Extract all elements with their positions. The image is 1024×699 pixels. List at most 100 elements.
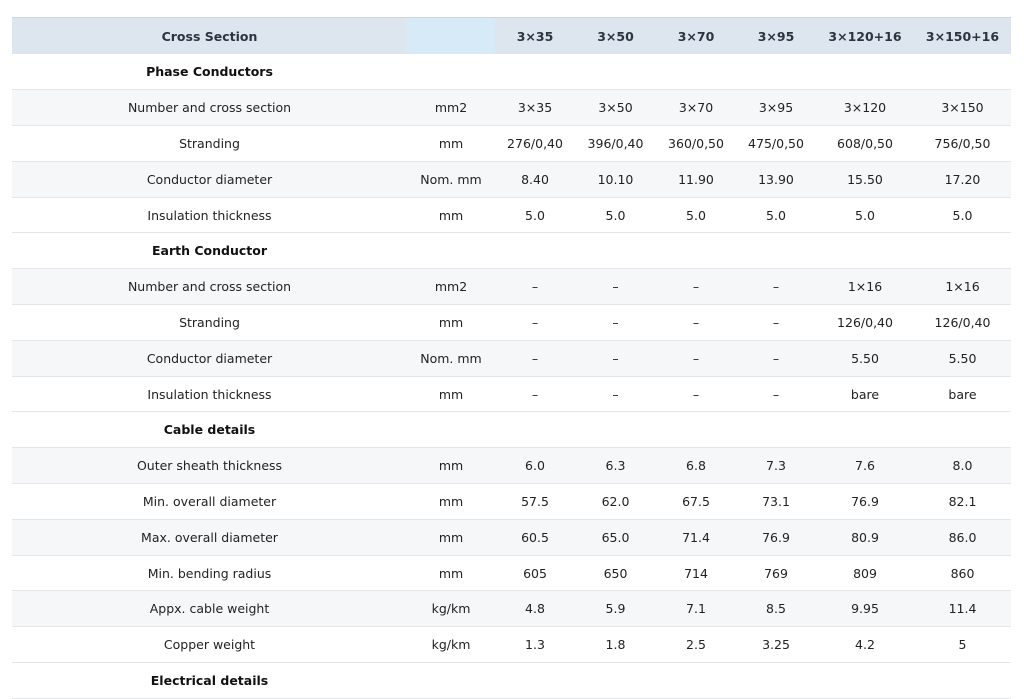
empty-cell <box>656 233 736 269</box>
table-row: Conductor diameter Nom. mm 8.40 10.10 11.90 1… <box>12 161 1011 198</box>
empty-cell <box>816 663 914 699</box>
value-cell: 6.0 <box>525 458 545 474</box>
row-label: Min. overall diameter <box>142 493 277 509</box>
row-unit: mm <box>438 493 464 509</box>
empty-cell <box>575 233 656 269</box>
row-label: Insulation thickness <box>147 386 272 402</box>
value-cell: 17.20 <box>944 171 981 187</box>
value-cell: 6.8 <box>686 458 706 474</box>
value-cell: 86.0 <box>948 529 977 545</box>
empty-cell <box>914 233 1011 269</box>
section-title: Phase Conductors <box>146 64 273 80</box>
value-cell: 7.1 <box>686 601 706 617</box>
value-cell: 5.0 <box>952 207 973 223</box>
empty-cell <box>656 663 736 699</box>
value-cell: 15.50 <box>847 171 883 187</box>
empty-cell <box>495 54 575 90</box>
value-cell: – <box>692 350 700 366</box>
row-label: Outer sheath thickness <box>136 458 283 474</box>
value-cell: 5.0 <box>605 207 626 223</box>
value-cell: 1×16 <box>847 279 883 295</box>
row-label: Copper weight <box>163 637 256 653</box>
row-unit: mm <box>438 386 464 402</box>
value-cell: 10.10 <box>597 171 634 187</box>
table-body: Phase Conductors Number and cross section… <box>12 54 1011 699</box>
value-cell: 276/0,40 <box>507 135 563 151</box>
value-cell: 76.9 <box>762 529 790 545</box>
empty-cell <box>914 54 1011 90</box>
value-cell: 126/0,40 <box>934 314 991 330</box>
section-row: Electrical details <box>12 662 1011 699</box>
empty-cell <box>816 233 914 269</box>
value-cell: – <box>531 279 539 295</box>
value-cell: 57.5 <box>521 493 549 509</box>
header-size-3: 3×50 <box>575 18 656 54</box>
value-cell: 13.90 <box>758 171 794 187</box>
row-unit: mm <box>438 565 464 581</box>
value-cell: 5.9 <box>605 601 626 617</box>
table-row: Copper weight kg/km 1.3 1.8 2.5 3.25 4.2 5 <box>12 626 1011 663</box>
value-cell: – <box>612 279 619 295</box>
value-cell: 7.3 <box>766 458 786 474</box>
value-cell: 80.9 <box>851 529 879 545</box>
value-cell: – <box>531 386 539 402</box>
row-unit: mm <box>438 458 464 474</box>
value-cell: 769 <box>764 565 788 581</box>
value-cell: 5.50 <box>948 350 977 366</box>
value-cell: 11.4 <box>948 601 977 617</box>
section-title: Cable details <box>163 422 256 438</box>
table-row: Insulation thickness mm – – – – bare bare <box>12 376 1011 412</box>
value-cell: – <box>692 314 700 330</box>
table-row: Stranding mm – – – – 126/0,40 126/0,40 <box>12 304 1011 341</box>
value-cell: 11.90 <box>678 171 714 187</box>
value-cell: 475/0,50 <box>748 135 804 151</box>
empty-cell <box>495 412 575 448</box>
table-row: Number and cross section mm2 3×35 3×50 3×70 3… <box>12 89 1011 126</box>
value-cell: bare <box>948 386 977 402</box>
section-title: Earth Conductor <box>151 243 267 259</box>
value-cell: 756/0,50 <box>934 135 991 151</box>
value-cell: 650 <box>603 565 628 581</box>
value-cell: 5.0 <box>686 207 706 223</box>
header-size-5: 3×95 <box>736 18 816 54</box>
value-cell: 5.0 <box>766 207 786 223</box>
value-cell: 126/0,40 <box>837 314 893 330</box>
empty-cell <box>575 663 656 699</box>
row-unit: Nom. mm <box>420 171 482 187</box>
value-cell: 608/0,50 <box>837 135 893 151</box>
value-cell: 67.5 <box>682 493 710 509</box>
row-unit: mm2 <box>434 100 468 116</box>
row-unit: mm <box>438 135 464 151</box>
table-row: Min. overall diameter mm 57.5 62.0 67.5 73.1 7… <box>12 483 1011 520</box>
row-label: Conductor diameter <box>146 171 273 187</box>
empty-cell <box>736 233 816 269</box>
value-cell: – <box>531 314 539 330</box>
value-cell: 4.8 <box>525 601 545 617</box>
empty-cell <box>575 54 656 90</box>
empty-cell <box>736 663 816 699</box>
row-label: Conductor diameter <box>146 350 273 366</box>
table-row: Outer sheath thickness mm 6.0 6.3 6.8 7.3 7.6 8… <box>12 447 1011 484</box>
section-row: Phase Conductors <box>12 54 1011 90</box>
value-cell: 8.40 <box>521 171 549 187</box>
empty-cell <box>656 412 736 448</box>
value-cell: 1.3 <box>525 637 545 653</box>
value-cell: bare <box>850 386 880 402</box>
value-cell: 3×35 <box>517 100 553 116</box>
empty-cell <box>914 412 1011 448</box>
header-row: Cross Section 3×35 3×50 3×70 3×95 3×120+16 3×1… <box>12 18 1011 54</box>
value-cell: 2.5 <box>686 637 706 653</box>
value-cell: 62.0 <box>601 493 630 509</box>
row-unit: Nom. mm <box>420 350 482 366</box>
table-row: Stranding mm 276/0,40 396/0,40 360/0,50 475/0… <box>12 125 1011 162</box>
row-label: Insulation thickness <box>147 207 272 223</box>
section-title: Electrical details <box>150 672 269 688</box>
row-label: Appx. cable weight <box>149 601 270 617</box>
value-cell: 9.95 <box>851 601 879 617</box>
row-unit: mm <box>438 529 464 545</box>
table-row: Insulation thickness mm 5.0 5.0 5.0 5.0 5.0 5.0 <box>12 197 1011 233</box>
value-cell: 3.25 <box>762 637 790 653</box>
empty-cell <box>736 412 816 448</box>
section-row: Earth Conductor <box>12 232 1011 269</box>
row-unit: mm2 <box>434 279 468 295</box>
